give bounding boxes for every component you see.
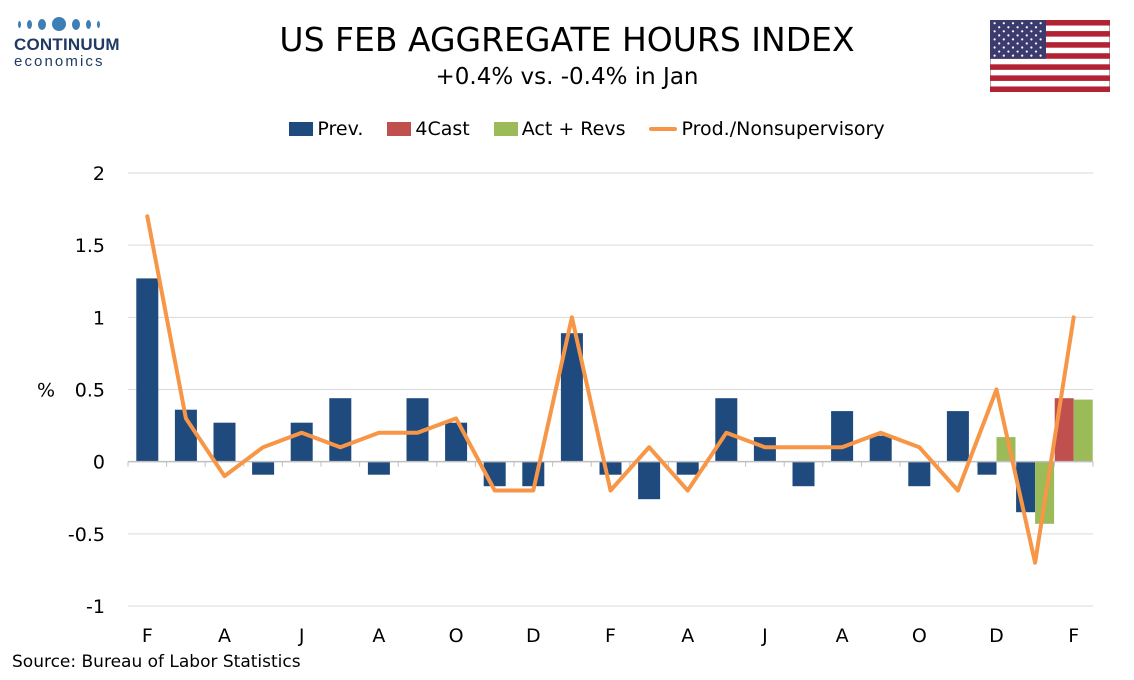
legend-label-act-revs: Act + Revs [521,118,626,140]
legend-swatch-act-revs [493,122,518,136]
y-axis-label: % [37,380,55,402]
chart-legend: Prev. 4Cast Act + Revs Prod./Nonsupervis… [0,118,1134,140]
x-tick-label: O [449,625,464,647]
bar-prev [977,461,997,475]
bar-prev [831,411,854,462]
legend-swatch-prev [289,122,314,136]
bar-prev [869,435,892,462]
y-tick-label: 1 [93,307,105,329]
y-tick-label: 1.5 [75,235,105,257]
legend-swatch-prod-nonsup [649,127,678,131]
y-tick-label: 2 [93,163,105,185]
y-tick-label: 0.5 [75,380,105,402]
bar-act-revs [1073,399,1093,462]
x-tick-label: A [836,625,849,647]
x-tick-label: A [372,625,385,647]
x-tick-label: A [681,625,694,647]
legend-label-4cast: 4Cast [415,118,470,140]
brand-logo: CONTINUUM economics [14,14,132,70]
bar-prev [136,278,159,462]
bar-prev [367,461,390,475]
y-tick-label: -1 [86,596,105,618]
x-tick-label: F [142,625,153,647]
legend-item-prev: Prev. [289,118,363,140]
x-tick-label: J [761,625,768,647]
x-tick-label: D [526,625,541,647]
bar-prev [290,422,313,462]
bar-prev [753,437,776,462]
x-tick-label: D [989,625,1004,647]
logo-dots-icon [14,14,132,34]
bar-prev [329,398,352,462]
legend-item-prod-nonsup: Prod./Nonsupervisory [649,118,885,140]
bar-prev [406,398,429,462]
legend-label-prev: Prev. [317,118,364,140]
x-tick-label: F [605,625,616,647]
legend-label-prod-nonsup: Prod./Nonsupervisory [681,118,885,140]
legend-item-4cast: 4Cast [387,118,470,140]
bar-prev [676,461,699,475]
chart-source: Source: Bureau of Labor Statistics [12,652,301,672]
x-tick-label: J [298,625,305,647]
bar-prev [638,461,661,500]
legend-item-act-revs: Act + Revs [493,118,626,140]
x-tick-label: A [218,625,231,647]
x-tick-label: F [1068,625,1079,647]
bar-prev [715,398,738,462]
bar-prev [946,411,969,462]
bar-prev [252,461,275,475]
bar-prev [908,461,931,487]
legend-swatch-4cast [387,122,412,136]
x-tick-label: O [912,625,927,647]
page-subtitle: +0.4% vs. -0.4% in Jan [435,64,699,90]
bar-prev [213,422,236,462]
bar-prev [792,461,815,487]
us-flag-icon [990,20,1110,92]
y-tick-label: -0.5 [68,524,105,546]
brand-name: CONTINUUM [14,35,120,54]
bar-prev [174,409,197,462]
page-title: US FEB AGGREGATE HOURS INDEX [279,20,855,59]
y-tick-label: 0 [93,452,105,474]
brand-sub: economics [14,53,105,70]
bar-prev [560,333,583,462]
